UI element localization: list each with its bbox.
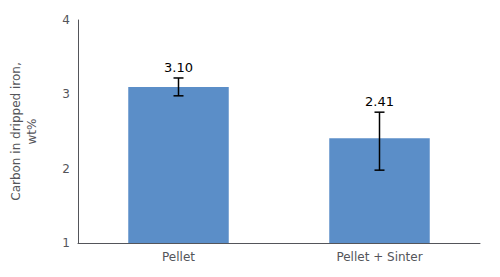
svg-text:2: 2 (62, 162, 70, 176)
svg-text:Pellet: Pellet (162, 250, 195, 264)
svg-text:1: 1 (62, 236, 70, 250)
svg-text:4: 4 (62, 13, 70, 27)
svg-text:2.41: 2.41 (365, 94, 394, 109)
svg-text:3: 3 (62, 87, 70, 101)
svg-text:3.10: 3.10 (164, 60, 193, 75)
svg-text:wt%: wt% (25, 119, 39, 145)
svg-text:Carbon in dripped iron,: Carbon in dripped iron, (9, 62, 23, 201)
svg-text:Pellet + Sinter: Pellet + Sinter (336, 250, 422, 264)
